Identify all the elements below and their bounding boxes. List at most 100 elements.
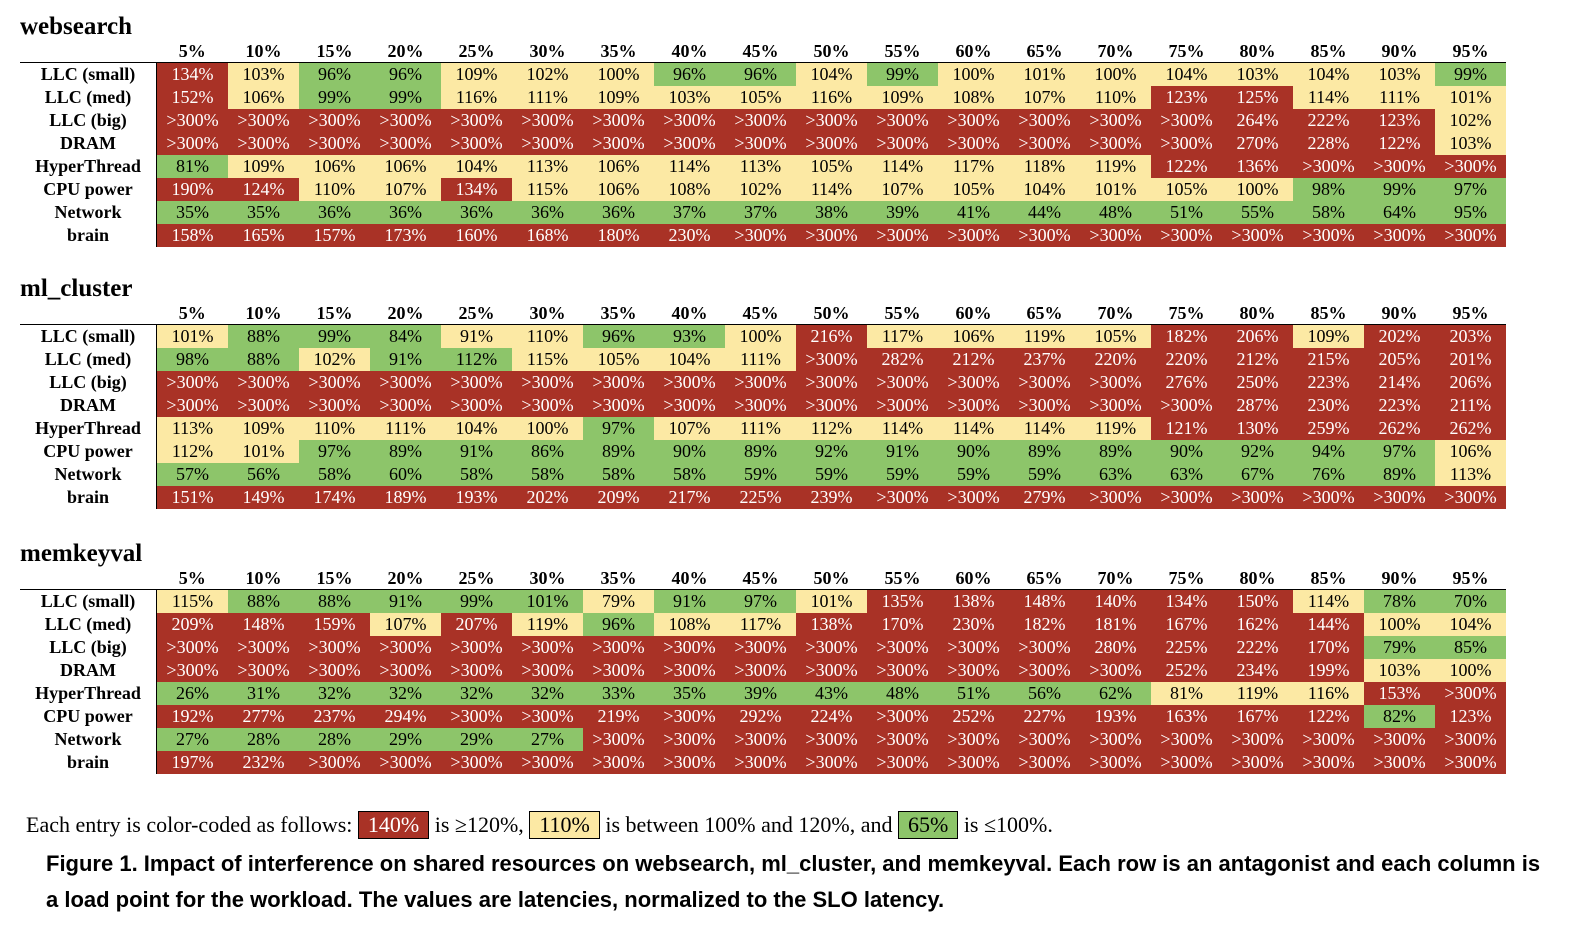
table-cell: 63%: [1151, 463, 1222, 486]
table-cell: 26%: [156, 682, 228, 705]
table-cell: 107%: [654, 417, 725, 440]
table-cell: 234%: [1222, 659, 1293, 682]
table-cell: >300%: [583, 132, 654, 155]
table-cell: >300%: [1009, 636, 1080, 659]
table-cell: 153%: [1364, 682, 1435, 705]
table-cell: >300%: [370, 636, 441, 659]
table-cell: 280%: [1080, 636, 1151, 659]
table-row: LLC (small) 115% 88% 88% 91% 99% 101% 79% 91% 97%…: [20, 589, 1506, 613]
table-cell: 114%: [796, 178, 867, 201]
table-cell: >300%: [228, 636, 299, 659]
table-cell: 93%: [654, 324, 725, 348]
table-cell: 48%: [1080, 201, 1151, 224]
table-cell: 86%: [512, 440, 583, 463]
table-cell: 104%: [654, 348, 725, 371]
column-header: 55%: [884, 568, 921, 588]
table-cell: >300%: [796, 394, 867, 417]
table-cell: >300%: [796, 371, 867, 394]
table-cell: 88%: [228, 324, 299, 348]
table-cell: 115%: [512, 348, 583, 371]
table-cell: >300%: [583, 371, 654, 394]
table-cell: 96%: [299, 62, 370, 86]
table-cell: 108%: [654, 613, 725, 636]
legend-green-swatch: 65%: [897, 811, 959, 839]
table-cell: 214%: [1364, 371, 1435, 394]
table-cell: >300%: [796, 636, 867, 659]
column-header: 85%: [1310, 303, 1347, 323]
column-header: 45%: [742, 303, 779, 323]
table-cell: 107%: [1009, 86, 1080, 109]
table-row: LLC (med) 152% 106% 99% 99% 116% 111% 109% 103% 1…: [20, 86, 1506, 109]
table-cell: 103%: [228, 62, 299, 86]
table-cell: >300%: [796, 224, 867, 247]
table-cell: 250%: [1222, 371, 1293, 394]
table-cell: 59%: [1009, 463, 1080, 486]
row-header: Network: [20, 463, 157, 486]
table-cell: 99%: [867, 62, 938, 86]
table-row: CPU power 112% 101% 97% 89% 91% 86% 89% 90% 89% 92…: [20, 440, 1506, 463]
table-cell: 28%: [228, 728, 299, 751]
table-cell: 32%: [441, 682, 512, 705]
table-cell: 91%: [370, 348, 441, 371]
table-cell: >300%: [1435, 486, 1506, 509]
table-cell: 113%: [725, 155, 796, 178]
table-cell: 111%: [370, 417, 441, 440]
table-corner: [20, 568, 157, 590]
table-cell: 102%: [725, 178, 796, 201]
table-cell: 62%: [1080, 682, 1151, 705]
row-header: Network: [20, 728, 157, 751]
table-cell: 262%: [1364, 417, 1435, 440]
table-cell: 114%: [1293, 589, 1364, 613]
table-cell: >300%: [228, 394, 299, 417]
table-cell: >300%: [583, 636, 654, 659]
table-cell: >300%: [441, 132, 512, 155]
table-cell: >300%: [725, 728, 796, 751]
table-row: brain 151% 149% 174% 189% 193% 202% 209% 217% 225…: [20, 486, 1506, 509]
column-header: 90%: [1381, 41, 1418, 61]
table-cell: 105%: [725, 86, 796, 109]
column-header: 95%: [1452, 41, 1489, 61]
table-cell: >300%: [938, 659, 1009, 682]
table-cell: 58%: [654, 463, 725, 486]
table-cell: >300%: [156, 636, 228, 659]
table-cell: 252%: [938, 705, 1009, 728]
table-cell: 220%: [1151, 348, 1222, 371]
row-header: DRAM: [20, 659, 157, 682]
table-cell: 193%: [441, 486, 512, 509]
legend-yellow-text: is between 100% and 120%, and: [605, 812, 893, 837]
table-cell: >300%: [228, 109, 299, 132]
table-cell: >300%: [654, 371, 725, 394]
table-cell: 104%: [441, 155, 512, 178]
table-cell: 91%: [370, 589, 441, 613]
table-cell: 101%: [156, 324, 228, 348]
table-cell: >300%: [725, 132, 796, 155]
row-header: LLC (med): [20, 348, 157, 371]
table-cell: >300%: [1080, 486, 1151, 509]
table-cell: 109%: [1293, 324, 1364, 348]
table-cell: >300%: [512, 132, 583, 155]
table-cell: 182%: [1009, 613, 1080, 636]
table-cell: >300%: [725, 109, 796, 132]
table-cell: 96%: [583, 613, 654, 636]
table-cell: 37%: [654, 201, 725, 224]
table-cell: 205%: [1364, 348, 1435, 371]
table-cell: 104%: [1435, 613, 1506, 636]
table-cell: 110%: [299, 417, 370, 440]
table-cell: >300%: [1435, 224, 1506, 247]
table-cell: >300%: [228, 371, 299, 394]
table-cell: 90%: [938, 440, 1009, 463]
table-cell: 112%: [796, 417, 867, 440]
table-cell: >300%: [938, 486, 1009, 509]
table-cell: 100%: [512, 417, 583, 440]
table-cell: 37%: [725, 201, 796, 224]
table-cell: >300%: [1435, 728, 1506, 751]
table-cell: >300%: [725, 659, 796, 682]
heatmap-table: 5% 10% 15% 20% 25% 30% 35% 40% 45% 50% 55% 60% 65% 70…: [20, 303, 1506, 509]
table-cell: >300%: [583, 659, 654, 682]
table-cell: 115%: [156, 589, 228, 613]
column-header: 45%: [742, 568, 779, 588]
table-cell: 98%: [156, 348, 228, 371]
table-cell: 259%: [1293, 417, 1364, 440]
table-cell: >300%: [654, 705, 725, 728]
table-cell: 138%: [938, 589, 1009, 613]
